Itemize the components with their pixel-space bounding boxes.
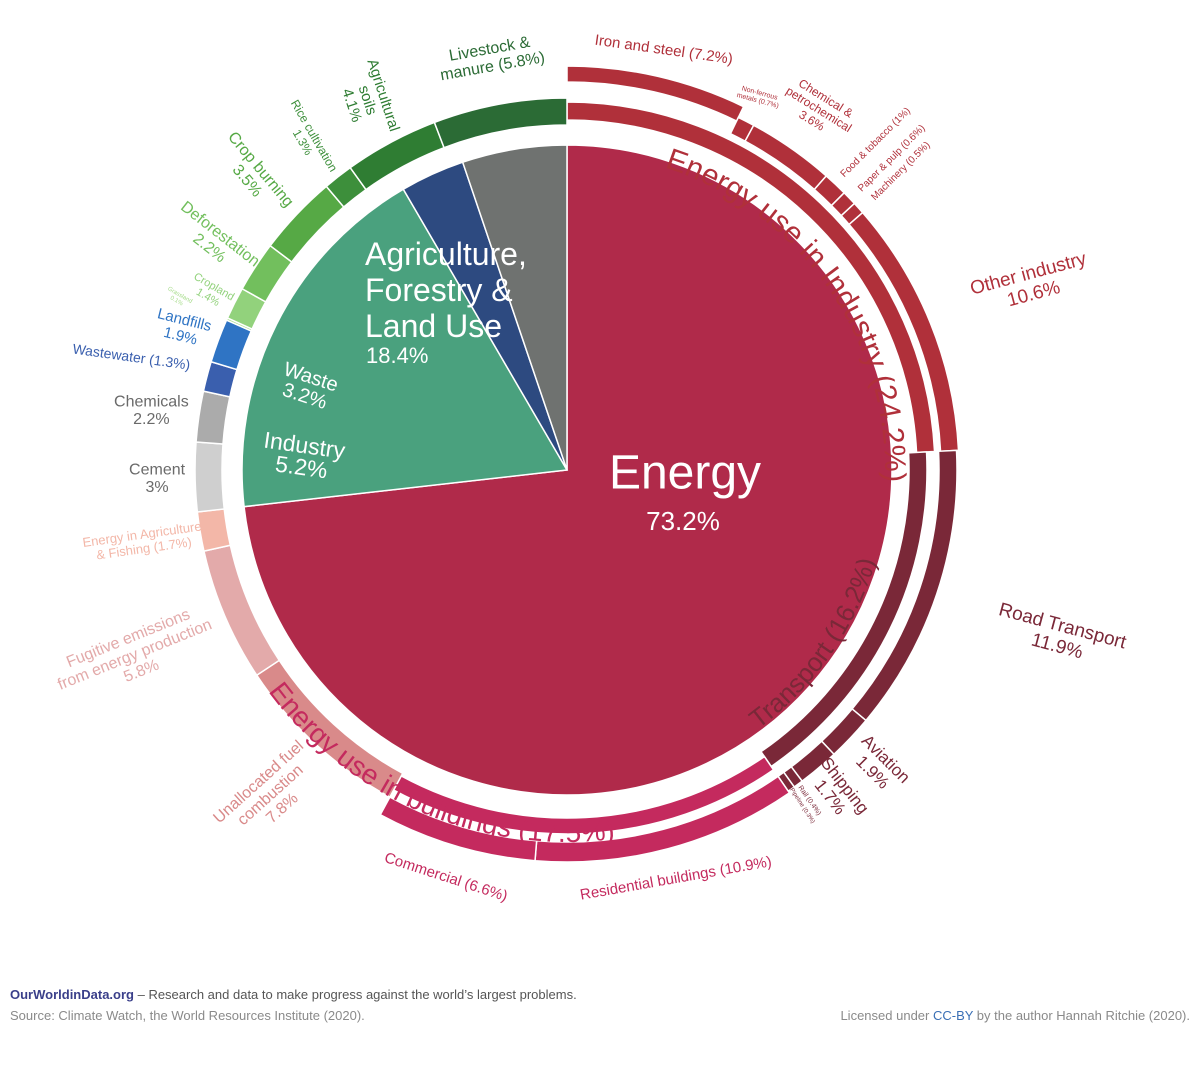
segment-label-crop-burning: Crop burning3.5% [211,129,297,222]
segment-label-other-industry: Other industry10.6% [968,248,1095,319]
segment-label-chemicals: Chemicals 2.2% [114,393,189,428]
segment-label-cement: Cement 3% [129,462,186,497]
pie-slice-industry [461,144,568,471]
segment-label-road-transport: Road Transport11.9% [991,599,1129,674]
segment-label-deforestation: Deforestation2.2% [166,198,262,284]
owid-brand-link[interactable]: OurWorldinData.org [10,987,134,1002]
license-suffix: by the author Hannah Ritchie (2020). [973,1008,1190,1023]
inner-pie [241,144,893,796]
segment-arc-cement [194,441,226,513]
segment-arc-livestock-and-manure [433,97,568,149]
footer-tagline: – Research and data to make progress aga… [133,987,577,1002]
segment-label-landfills: Landfills1.9% [152,305,214,351]
segment-arc-energy-in-agriculture-and-fishing [196,508,232,553]
pie-label-energy-name: Energy [609,447,761,500]
segment-label-commercial: Commercial (6.6%) [382,849,509,905]
segment-label-livestock-and-manure: Livestock &manure (5.8%) [436,32,546,84]
footer-license: Licensed under CC-BY by the author Hanna… [840,1008,1190,1023]
segment-label-energy-in-agriculture-and-fishing: Energy in Agriculture& Fishing (1.7%) [82,518,205,564]
segment-arc-chemicals [195,390,231,445]
pie-slice-energy [243,144,893,796]
segment-ring [194,65,960,863]
segment-label-iron-and-steel: Iron and steel (7.2%) [594,32,734,68]
license-prefix: Licensed under [840,1008,933,1023]
emissions-sunburst-chart: Energy 73.2% Agriculture, Forestry & Land Us… [49,32,1129,905]
pie-label-agriculture-value: 18.4% [366,343,428,368]
segment-label-residential-buildings: Residential buildings (10.9%) [579,853,773,903]
pie-slice-agriculture-forestry-and-land-use [241,188,569,508]
cc-by-link[interactable]: CC-BY [932,1008,974,1023]
segment-label-wastewater: Wastewater (1.3%) [72,340,192,372]
segment-label-unallocated-fuel-combustion: Unallocated fuelcombustion7.8% [210,738,330,854]
inner-labels: Energy 73.2% Agriculture, Forestry & Land Us… [262,236,761,536]
footer-source: Source: Climate Watch, the World Resourc… [10,1008,365,1023]
segment-label-cropland: Cropland1.4% [185,271,236,314]
segment-label-chemical-and-petrochemical: Chemical &petrochemical3.6% [776,72,861,146]
segment-label-rice-cultivation: Rice cultivation1.3% [276,97,340,180]
segment-label-agricultural-soils: Agriculturalsoils4.1% [332,57,403,144]
pie-label-energy-value: 73.2% [646,506,720,536]
footer-line-1: OurWorldinData.org – Research and data t… [10,987,1190,1002]
pie-label-agriculture: Agriculture, Forestry & Land Use [365,236,527,344]
segment-label-fugitive-emissions-from-energy-production: Fugitive emissionsfrom energy production… [49,600,221,710]
